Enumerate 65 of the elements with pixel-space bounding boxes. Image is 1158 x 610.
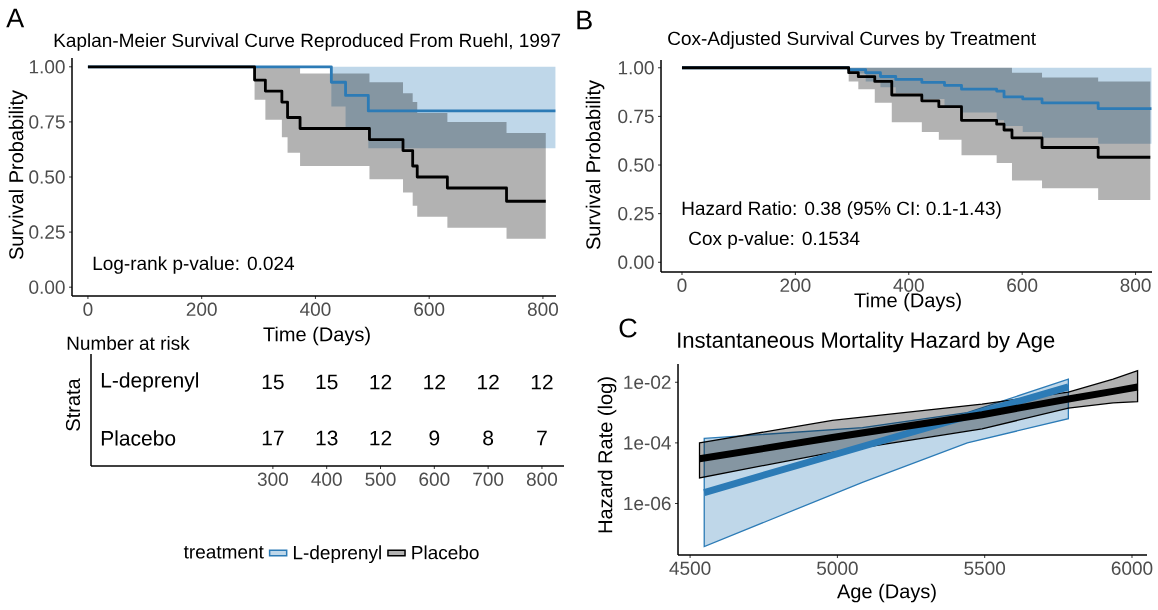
y-tick-label: 0.25: [29, 225, 65, 239]
x-tick-label: 400: [300, 302, 331, 316]
data-label: 15: [316, 374, 338, 390]
y-tick-label: 1.00: [29, 60, 65, 74]
chart-title: Cox-Adjusted Survival Curves by Treatment: [668, 31, 1036, 49]
x-axis-title: Time (Days): [263, 326, 370, 346]
x-axis-title: Age (Days): [837, 583, 936, 603]
x-tick-label: 300: [257, 472, 288, 486]
x-tick-label: 800: [526, 472, 558, 486]
text: A: [6, 8, 25, 28]
x-tick-label: 0: [83, 302, 93, 316]
y-tick-label: 0.25: [618, 206, 654, 221]
x-tick-label: 600: [414, 302, 445, 316]
legend-label: L-deprenyl: [293, 545, 381, 564]
y-axis-title: Hazard Rate (log): [597, 377, 617, 533]
x-tick-label: 600: [419, 472, 450, 486]
data-label: 12: [478, 374, 499, 390]
chart-title: Number at risk: [67, 336, 190, 350]
x-tick-label: 400: [311, 472, 342, 486]
x-tick-label: 700: [473, 472, 504, 486]
data-label: 8: [483, 430, 494, 446]
x-tick-label: 600: [1007, 278, 1038, 292]
x-tick-label: 5500: [964, 561, 1006, 575]
x-tick-label: 4500: [669, 561, 711, 575]
y-tick-label: 0.00: [618, 255, 654, 269]
x-tick-label: 800: [1120, 278, 1151, 292]
data-label: 9: [429, 430, 440, 446]
data-label: 17: [262, 430, 284, 446]
x-tick-label: 800: [527, 302, 559, 316]
data-label: 12: [531, 374, 553, 390]
y-tick-label: 1.00: [618, 61, 654, 75]
x-axis-title: Time (Days): [854, 292, 961, 312]
chart-title: Kaplan-Meier Survival Curve Reproduced From Ruehl, 1997: [54, 33, 561, 51]
y-tick-label: 0.50: [618, 158, 654, 172]
data-label: 15: [262, 374, 284, 390]
data-label: 13: [316, 430, 338, 446]
annotation: Hazard Ratio: 0.38 (95% CI: 0.1-1.43): [682, 201, 1001, 219]
x-tick-label: 500: [365, 472, 396, 486]
x-tick-label: 200: [186, 302, 217, 316]
y-tick-label: 0.75: [29, 115, 65, 129]
x-tick-label: 0: [677, 278, 687, 292]
y-tick-label: 0.75: [618, 109, 654, 124]
data-label: 7: [537, 430, 547, 446]
x-tick-label: 200: [780, 278, 811, 292]
y-axis-title: Survival Probability: [8, 90, 28, 260]
y-axis-title: Survival Probability: [585, 80, 605, 250]
y-tick-label: 1e-04: [624, 436, 671, 450]
data-label: 12: [370, 374, 392, 390]
y-tick-label: 0.50: [29, 170, 65, 184]
data-label: 12: [424, 374, 445, 390]
y-axis-title: Strata: [65, 378, 81, 431]
text: B: [577, 10, 592, 30]
legend-title: treatment: [183, 546, 264, 559]
x-tick-label: 400: [893, 278, 924, 292]
data-label: 12: [370, 430, 392, 446]
text: C: [619, 318, 637, 338]
y-tick-label: 1e-06: [624, 496, 671, 511]
x-tick-label: 5000: [817, 561, 858, 575]
x-tick-label: 6000: [1111, 561, 1153, 575]
y-tick-label: 0.00: [29, 280, 65, 294]
chart-title: Instantaneous Mortality Hazard by Age: [678, 331, 1055, 353]
annotation: Cox p-value: 0.1534: [689, 231, 860, 249]
annotation: Log-rank p-value: 0.024: [93, 256, 295, 274]
legend-label: Placebo: [412, 545, 479, 560]
y-tick-label: 1e-02: [624, 375, 671, 389]
